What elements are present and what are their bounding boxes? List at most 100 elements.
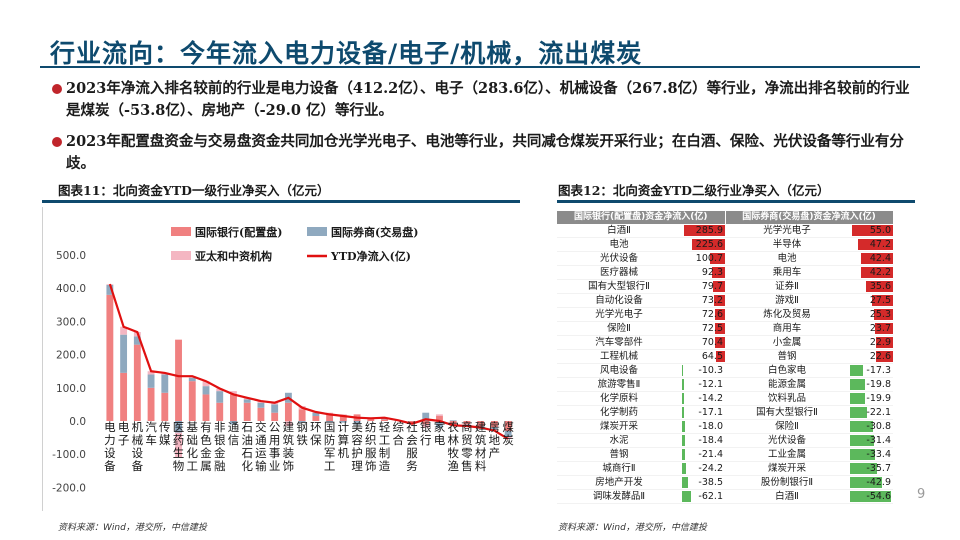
bank-net-inflow-value: 225.6 bbox=[681, 237, 725, 252]
bank-net-inflow-value: 79.7 bbox=[681, 279, 725, 294]
value-text: 100.7 bbox=[695, 253, 723, 264]
table-row: 光伏设备 100.7 电池 42.4 bbox=[557, 251, 893, 266]
page-title: 行业流向：今年流入电力设备/电子/机械，流出煤炭 bbox=[50, 39, 643, 68]
value-data-bar bbox=[850, 365, 863, 376]
table-row: 化学原料 -14.2 饮料乳品 -19.9 bbox=[557, 391, 893, 406]
x-category-label: 综合 bbox=[393, 420, 405, 447]
bank-industry-name: 水泥 bbox=[557, 433, 681, 448]
table-row: 水泥 -18.4 光伏设备 -31.4 bbox=[557, 433, 893, 448]
bar-segment bbox=[243, 399, 251, 403]
bank-industry-name: 汽车零部件 bbox=[557, 335, 681, 350]
value-text: -31.4 bbox=[866, 435, 891, 446]
value-data-bar bbox=[876, 351, 893, 362]
value-data-bar bbox=[850, 379, 865, 390]
bar-segment bbox=[120, 372, 128, 421]
bar-segment bbox=[133, 336, 141, 345]
bullet-2: 2023年配置盘资金与交易盘资金共同加仓光学光电子、电池等行业，共同减仓煤炭开采… bbox=[52, 131, 912, 175]
x-category-label: 钢铁 bbox=[296, 420, 308, 447]
y-tick-label: 100.0 bbox=[56, 383, 86, 395]
broker-net-inflow-value: 35.6 bbox=[849, 279, 893, 294]
value-text: -21.4 bbox=[698, 449, 723, 460]
broker-industry-name: 白色家电 bbox=[725, 363, 849, 378]
bank-industry-name: 化学制药 bbox=[557, 405, 681, 420]
bar-segment bbox=[449, 420, 457, 421]
x-category-label: 石油石化 bbox=[241, 420, 253, 473]
legend-label: 亚太和中资机构 bbox=[195, 249, 272, 263]
bank-industry-name: 医疗器械 bbox=[557, 265, 681, 280]
x-category-label: 建筑装饰 bbox=[283, 420, 295, 473]
bar-segment bbox=[312, 416, 320, 421]
broker-net-inflow-value: -31.4 bbox=[849, 433, 893, 448]
value-data-bar bbox=[872, 295, 893, 306]
figure11-label: 图表11：北向资金YTD一级行业净买入（亿元） bbox=[58, 183, 330, 198]
value-text: -33.4 bbox=[866, 449, 891, 460]
bullet-1: 2023年净流入排名较前的行业是电力设备（412.2亿）、电子（283.6亿）、… bbox=[52, 78, 912, 122]
value-text: 42.4 bbox=[869, 253, 891, 264]
table-row: 化学制药 -17.1 国有大型银行Ⅱ -22.1 bbox=[557, 405, 893, 420]
broker-net-inflow-value: -19.9 bbox=[849, 391, 893, 406]
bar-segment bbox=[106, 284, 114, 295]
value-text: 55.0 bbox=[869, 225, 891, 236]
bar-segment bbox=[312, 412, 320, 417]
value-data-bar bbox=[714, 295, 725, 306]
table-row: 风电设备 -10.3 白色家电 -17.3 bbox=[557, 363, 893, 378]
bullet-dot-icon bbox=[52, 137, 62, 147]
value-data-bar bbox=[682, 365, 684, 376]
value-text: -19.9 bbox=[866, 393, 891, 404]
y-tick-label: 500.0 bbox=[56, 250, 86, 262]
broker-industry-name: 股份制银行Ⅱ bbox=[725, 475, 849, 490]
bank-industry-name: 光学光电子 bbox=[557, 307, 681, 322]
x-category-label: 非银金融 bbox=[214, 420, 226, 473]
x-category-label: 轻工制造 bbox=[379, 420, 391, 473]
bank-net-inflow-value: 72.5 bbox=[681, 321, 725, 336]
bank-net-inflow-value: -10.3 bbox=[681, 363, 725, 378]
bank-net-inflow-value: 70.4 bbox=[681, 335, 725, 350]
value-text: 42.2 bbox=[869, 267, 891, 278]
bar-segment bbox=[284, 402, 292, 421]
industry-flow-chart: 500.0 400.0 300.0 200.0 100.0 0.0 -100.0 -200.0… bbox=[42, 207, 520, 511]
bank-net-inflow-value: 64.5 bbox=[681, 349, 725, 364]
value-text: -42.9 bbox=[866, 477, 891, 488]
y-tick-label: -100.0 bbox=[52, 449, 86, 461]
bar-segment bbox=[243, 402, 251, 421]
bar-segment bbox=[326, 421, 334, 423]
bank-industry-name: 风电设备 bbox=[557, 363, 681, 378]
bar-segment bbox=[216, 391, 224, 403]
legend-swatch bbox=[171, 251, 191, 260]
bank-industry-name: 城商行Ⅱ bbox=[557, 461, 681, 476]
value-data-bar bbox=[713, 281, 725, 292]
broker-industry-name: 能源金属 bbox=[725, 377, 849, 392]
bar-segment bbox=[504, 421, 512, 431]
bar-segment bbox=[339, 421, 347, 423]
value-data-bar bbox=[850, 435, 874, 446]
bar-segment bbox=[422, 424, 430, 428]
bar-segment bbox=[188, 381, 196, 421]
bar-segment bbox=[490, 421, 498, 428]
bar-segment bbox=[202, 386, 210, 395]
x-category-label: 电力设备 bbox=[104, 420, 116, 473]
bar-segment bbox=[202, 394, 210, 421]
table-row: 国有大型银行Ⅱ 79.7 证券Ⅱ 35.6 bbox=[557, 279, 893, 294]
value-data-bar bbox=[866, 281, 893, 292]
bank-net-inflow-value: -21.4 bbox=[681, 447, 725, 462]
broker-industry-name: 普钢 bbox=[725, 349, 849, 364]
x-category-label: 有色金属 bbox=[200, 420, 212, 473]
bar-segment bbox=[436, 414, 443, 417]
value-text: 70.4 bbox=[701, 337, 723, 348]
source-right: 资料来源：Wind，港交所，中信建投 bbox=[558, 523, 707, 533]
broker-net-inflow-value: -22.1 bbox=[849, 405, 893, 420]
bar-segment bbox=[504, 430, 512, 437]
broker-net-inflow-value: 23.7 bbox=[849, 321, 893, 336]
value-text: 35.6 bbox=[869, 281, 891, 292]
value-text: -54.6 bbox=[866, 491, 891, 502]
broker-net-inflow-value: 22.6 bbox=[849, 349, 893, 364]
x-category-label: 美容护理 bbox=[351, 420, 363, 473]
bar-segment bbox=[230, 421, 237, 425]
broker-industry-name: 白酒Ⅱ bbox=[725, 489, 849, 504]
page-number: 9 bbox=[917, 487, 926, 502]
value-text: -35.7 bbox=[866, 463, 891, 474]
value-data-bar bbox=[714, 323, 725, 334]
value-data-bar bbox=[875, 337, 893, 348]
bar-segment bbox=[367, 418, 375, 421]
bar-segment bbox=[147, 371, 155, 375]
